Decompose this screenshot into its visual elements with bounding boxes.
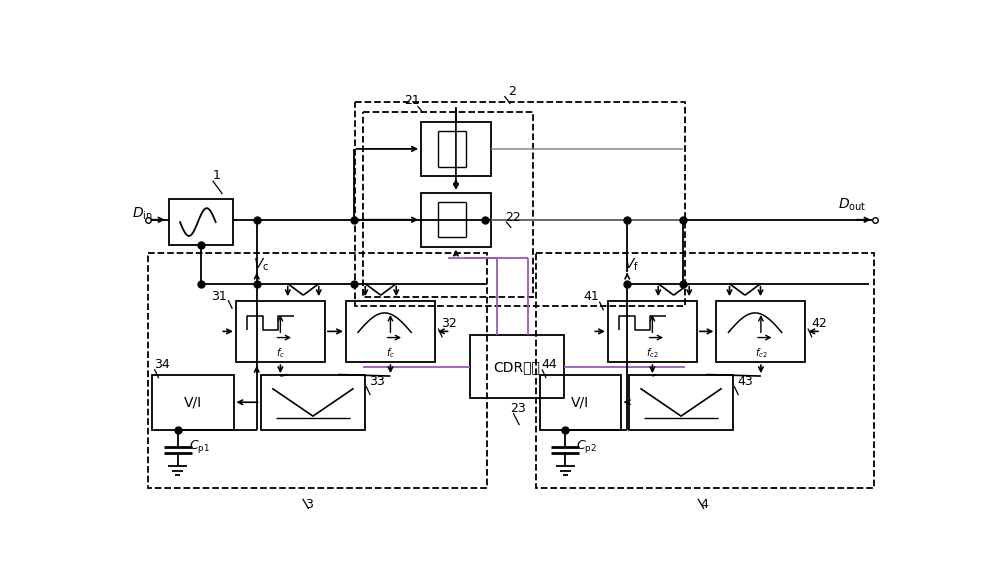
Text: $C_{\mathrm{p1}}$: $C_{\mathrm{p1}}$ bbox=[189, 438, 210, 455]
Text: 21: 21 bbox=[404, 94, 420, 107]
Text: $f_{c2}$: $f_{c2}$ bbox=[646, 346, 659, 360]
Bar bbox=[261, 375, 365, 430]
Bar bbox=[346, 300, 435, 362]
Bar bbox=[148, 253, 487, 488]
Text: $f_c$: $f_c$ bbox=[276, 346, 285, 360]
Text: 43: 43 bbox=[737, 375, 753, 388]
Text: CDR逻辑: CDR逻辑 bbox=[494, 360, 541, 374]
Text: 33: 33 bbox=[369, 375, 385, 388]
Text: $C_{\mathrm{p2}}$: $C_{\mathrm{p2}}$ bbox=[576, 438, 597, 455]
Text: 32: 32 bbox=[441, 317, 457, 330]
Bar bbox=[608, 300, 697, 362]
Text: V/I: V/I bbox=[184, 395, 202, 409]
Text: 31: 31 bbox=[212, 290, 227, 303]
Text: 44: 44 bbox=[541, 358, 557, 371]
Text: 22: 22 bbox=[505, 211, 520, 224]
Text: 41: 41 bbox=[584, 290, 599, 303]
Text: $D_{\mathrm{out}}$: $D_{\mathrm{out}}$ bbox=[838, 196, 866, 212]
Bar bbox=[236, 300, 325, 362]
Bar bbox=[363, 112, 533, 297]
Bar bbox=[716, 300, 805, 362]
Text: 42: 42 bbox=[811, 317, 827, 330]
Bar bbox=[169, 199, 233, 245]
Bar bbox=[355, 102, 685, 306]
Text: V/I: V/I bbox=[571, 395, 589, 409]
Text: 34: 34 bbox=[154, 358, 169, 371]
Bar bbox=[152, 436, 191, 443]
Bar bbox=[629, 375, 733, 430]
Text: $f_c$: $f_c$ bbox=[386, 346, 395, 360]
Bar bbox=[540, 375, 621, 430]
Text: $V_{\mathrm{c}}$: $V_{\mathrm{c}}$ bbox=[253, 256, 269, 273]
Text: $f_{c2}$: $f_{c2}$ bbox=[755, 346, 767, 360]
Bar bbox=[152, 375, 234, 430]
Text: $V_{\mathrm{f}}$: $V_{\mathrm{f}}$ bbox=[624, 256, 639, 273]
Text: 2: 2 bbox=[509, 85, 516, 97]
Text: 23: 23 bbox=[510, 402, 526, 415]
Text: 3: 3 bbox=[306, 498, 313, 511]
Bar bbox=[421, 193, 491, 246]
Text: 4: 4 bbox=[701, 498, 709, 511]
Bar bbox=[470, 335, 564, 398]
Text: 1: 1 bbox=[213, 169, 220, 182]
Bar bbox=[421, 122, 491, 176]
Bar bbox=[536, 253, 874, 488]
Text: $D_{\mathrm{in}}$: $D_{\mathrm{in}}$ bbox=[132, 205, 152, 222]
